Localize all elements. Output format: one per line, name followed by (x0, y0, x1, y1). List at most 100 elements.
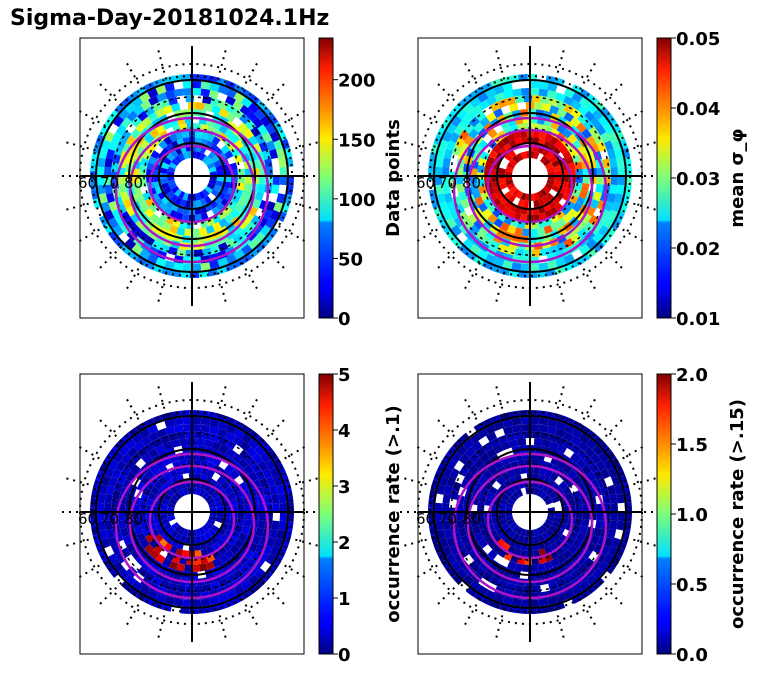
heatmap-cell (505, 432, 516, 442)
heatmap-cell (435, 502, 443, 512)
heatmap-cell (229, 133, 240, 144)
heatmap-cell (243, 128, 254, 140)
heatmap-cell (556, 218, 567, 228)
heatmap-cell (473, 122, 485, 133)
heatmap-cell (451, 560, 462, 573)
heatmap-cell (160, 503, 168, 510)
heatmap-cell (148, 431, 160, 442)
heatmap-cell (482, 571, 493, 583)
heatmap-cell (162, 557, 172, 568)
radial-tick (464, 398, 481, 426)
heatmap-cell (487, 549, 498, 560)
heatmap-cell (496, 140, 506, 150)
heatmap-cell (216, 506, 224, 512)
heatmap-cell (195, 438, 205, 447)
heatmap-cell (233, 249, 245, 260)
heatmap-cell (514, 431, 524, 440)
colorbar-tick-label: 0 (338, 309, 351, 330)
heatmap-cell (120, 579, 133, 592)
heatmap-cell (265, 537, 276, 548)
heatmap-cell (247, 102, 260, 114)
heatmap-cell (546, 425, 558, 435)
heatmap-cell (243, 548, 254, 560)
heatmap-cell (595, 460, 607, 472)
polar-panel: 60 70 80 (62, 373, 322, 655)
heatmap-cell (499, 518, 508, 526)
heatmap-cell (246, 446, 258, 458)
heatmap-cell (478, 493, 487, 503)
heatmap-cell (487, 128, 498, 139)
heatmap-cell (548, 154, 558, 164)
heatmap-cell (248, 582, 260, 595)
heatmap-cell (505, 179, 514, 186)
heatmap-cell (149, 139, 159, 149)
colorbar-tick-label: 4 (338, 421, 351, 442)
heatmap-cell (278, 493, 287, 504)
heatmap-cell (101, 537, 111, 549)
heatmap-cell (603, 217, 614, 229)
heatmap-cell (250, 462, 262, 474)
heatmap-cell (149, 475, 159, 485)
heatmap-cell (441, 222, 453, 235)
heatmap-cell (224, 213, 235, 224)
heatmap-cell (124, 438, 137, 450)
heatmap-cell (192, 193, 197, 201)
heatmap-cell (202, 247, 212, 257)
heatmap-cell (458, 211, 470, 223)
heatmap-cell (547, 507, 555, 512)
heatmap-cell (233, 92, 245, 103)
heatmap-cell (530, 193, 535, 201)
heatmap-cell (269, 528, 279, 540)
heatmap-cell (442, 545, 453, 557)
heatmap-cell (176, 248, 186, 257)
heatmap-cell (254, 527, 265, 538)
heatmap-cell (104, 520, 113, 531)
heatmap-cell (589, 534, 600, 546)
heatmap-cell (536, 227, 546, 236)
heatmap-cell (104, 131, 115, 143)
heatmap-cell (225, 424, 237, 435)
heatmap-cell (198, 563, 208, 572)
heatmap-cell (470, 176, 478, 184)
heatmap-cell (532, 431, 542, 439)
radial-tick (99, 582, 122, 605)
heatmap-cell (574, 518, 583, 527)
heatmap-cell (611, 537, 621, 549)
heatmap-cell (603, 537, 614, 548)
heatmap-cell (103, 222, 115, 235)
latitude-label: 60 (78, 510, 97, 528)
radial-tick (616, 561, 644, 578)
heatmap-cell (541, 195, 550, 205)
heatmap-cell (457, 527, 468, 538)
heatmap-cell (481, 81, 494, 93)
heatmap-cell (538, 417, 549, 426)
heatmap-cell (546, 166, 555, 173)
heatmap-cell (144, 571, 155, 583)
heatmap-cell (547, 82, 558, 92)
heatmap-cell (232, 257, 245, 269)
heatmap-cell (114, 237, 126, 249)
heatmap-cell (450, 489, 459, 500)
heatmap-cell (264, 158, 273, 168)
heatmap-cell (538, 131, 547, 140)
heatmap-cell (538, 81, 549, 90)
heatmap-cell (227, 492, 236, 501)
heatmap-cell (144, 544, 155, 555)
heatmap-cell (578, 525, 588, 535)
heatmap-cell (97, 493, 106, 504)
radial-tick (216, 386, 227, 416)
radial-tick (66, 477, 96, 488)
heatmap-cell (514, 563, 524, 572)
heatmap-cell (194, 550, 203, 558)
heatmap-cell (159, 98, 170, 109)
heatmap-cell (257, 460, 269, 472)
heatmap-cell (98, 148, 108, 159)
heatmap-cell (565, 492, 574, 501)
heatmap-cell (194, 130, 203, 138)
heatmap-cell (108, 140, 119, 151)
heatmap-cell (575, 219, 587, 230)
radial-tick (78, 446, 106, 463)
heatmap-cell (240, 244, 253, 255)
heatmap-cell (494, 92, 505, 103)
latitude-label: 60 (416, 510, 435, 528)
